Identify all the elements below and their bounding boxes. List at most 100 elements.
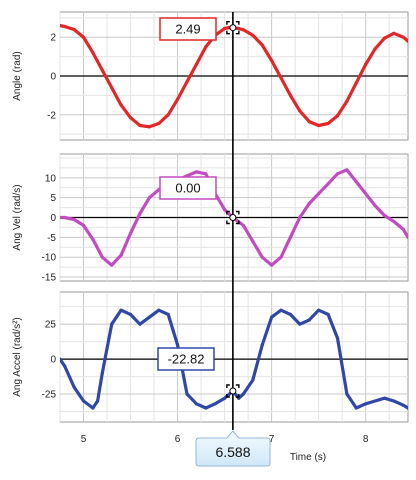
data-point — [237, 26, 241, 31]
data-point — [213, 402, 217, 406]
data-point — [222, 396, 227, 400]
data-point — [392, 399, 396, 403]
y-axis-label: Ang Accel (rad/s²) — [12, 317, 23, 396]
data-point — [317, 308, 321, 312]
data-point — [317, 123, 321, 128]
data-point — [72, 385, 76, 389]
data-point — [251, 378, 255, 382]
data-point — [91, 406, 95, 410]
plot-panel-3: 25 0 -25 Ang Accel (rad/s²) 5 6 7 8 Time (s) — [12, 291, 409, 463]
data-point — [406, 39, 408, 43]
data-point — [335, 172, 340, 176]
y-tick-label: -2 — [47, 110, 56, 121]
data-point — [335, 114, 340, 118]
marker-bracket — [226, 30, 230, 35]
readout-box — [157, 347, 215, 371]
y-tick-label: -15 — [42, 273, 57, 284]
cursor-marker — [226, 384, 240, 398]
data-point — [335, 336, 340, 340]
data-point — [260, 343, 264, 347]
data-point — [288, 235, 293, 239]
data-point — [91, 237, 95, 241]
data-point — [307, 202, 311, 206]
data-point — [147, 125, 151, 129]
data-point — [204, 172, 208, 176]
data-point — [279, 308, 283, 312]
data-point — [119, 103, 123, 107]
plot-area[interactable] — [59, 291, 409, 423]
data-point — [251, 33, 255, 37]
marker-dot — [229, 214, 237, 221]
data-point — [138, 211, 142, 216]
data-point — [222, 207, 227, 212]
data-point — [100, 371, 104, 375]
marker-bracket — [235, 384, 240, 388]
marker-bracket — [235, 210, 240, 215]
data-point — [382, 36, 387, 40]
data-point — [175, 343, 180, 347]
cursor-marker — [226, 210, 240, 225]
data-point — [63, 215, 67, 220]
data-point — [81, 223, 86, 228]
value-readout-2: 0.00 — [159, 176, 217, 200]
data-point — [81, 399, 86, 403]
data-point — [298, 109, 302, 113]
y-tick-label: -10 — [42, 253, 57, 264]
readout-value: -22.82 — [168, 352, 205, 367]
marker-bracket — [226, 220, 230, 225]
data-point — [354, 180, 358, 184]
time-readout[interactable]: 6.588 — [195, 430, 271, 467]
marker-bracket — [235, 393, 240, 398]
data-point — [110, 322, 114, 326]
data-point — [100, 68, 104, 72]
data-point — [406, 406, 408, 410]
data-point — [364, 62, 368, 66]
data-point — [270, 58, 274, 63]
data-point — [354, 406, 358, 410]
data-point — [63, 364, 67, 368]
marker-bracket — [235, 21, 240, 25]
marker-bracket — [235, 30, 240, 35]
data-point — [354, 81, 358, 85]
data-point — [279, 255, 283, 259]
data-point — [60, 357, 62, 361]
data-point — [147, 315, 151, 319]
data-point — [382, 213, 387, 218]
data-point — [60, 23, 62, 28]
y-tick-label: 0 — [50, 355, 56, 366]
data-point — [194, 402, 198, 406]
data-point — [345, 168, 349, 172]
data-point — [298, 322, 302, 326]
data-point — [204, 406, 208, 410]
time-value: 6.588 — [215, 444, 250, 460]
data-point — [326, 121, 330, 126]
data-point — [241, 28, 246, 32]
data-point — [279, 76, 283, 80]
data-point — [128, 116, 133, 120]
readout-box — [159, 17, 217, 41]
y-tick-label: 25 — [45, 320, 57, 331]
data-point — [81, 35, 86, 39]
x-tick-label: 8 — [363, 434, 369, 445]
data-point — [166, 312, 170, 316]
data-point — [251, 239, 255, 243]
data-point — [373, 399, 377, 403]
data-point — [60, 215, 62, 220]
data-point — [373, 47, 377, 51]
data-point — [406, 235, 408, 239]
data-point — [147, 196, 151, 200]
marker-bracket — [226, 210, 230, 215]
y-tick-label: 0 — [50, 213, 56, 224]
data-point — [185, 392, 189, 396]
data-point — [373, 203, 377, 208]
data-point — [91, 51, 95, 55]
time-bubble[interactable] — [195, 430, 271, 467]
readout-box — [159, 176, 217, 200]
data-point — [96, 399, 100, 403]
data-point — [100, 255, 104, 259]
data-point — [392, 31, 396, 35]
data-point — [119, 253, 123, 257]
y-tick-label: 2 — [50, 33, 56, 44]
data-point — [260, 43, 264, 47]
